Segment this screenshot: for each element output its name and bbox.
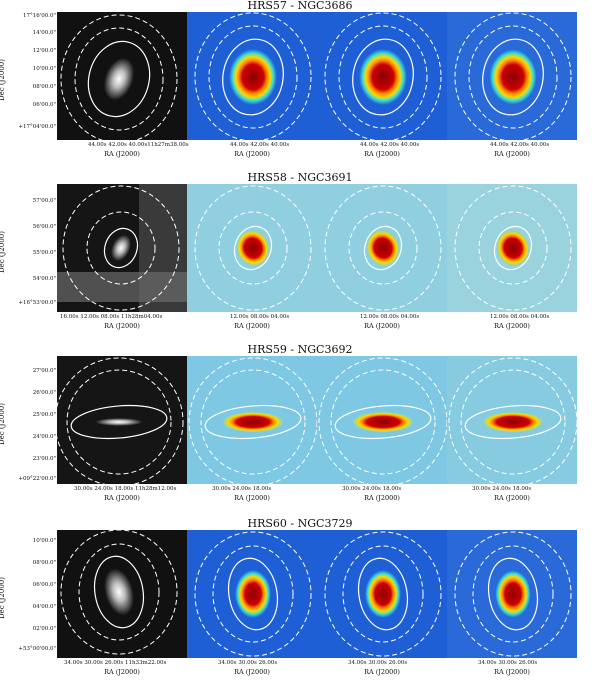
x-axis-label: RA (J2000) xyxy=(104,494,140,502)
x-axis-label: RA (J2000) xyxy=(364,494,400,502)
x-tick-labels: 30.00s 24.00s 18.00s 11h28m12.00s xyxy=(74,486,177,492)
y-tick: 10'00.0" xyxy=(32,66,56,72)
x-axis-label: RA (J2000) xyxy=(234,494,270,502)
row-title: HRS59 - NGC3692 xyxy=(247,343,353,356)
sed-image-panel-1 xyxy=(187,184,317,312)
y-tick: 06'00.0" xyxy=(32,582,56,588)
sed-image-panel-2 xyxy=(317,12,447,140)
y-tick: +16°53'00.0" xyxy=(18,300,56,306)
y-axis-label: Dec (J2000) xyxy=(0,403,6,445)
x-tick-labels: 44.00s 42.00s 40.00s xyxy=(230,142,290,148)
y-tick-labels: 57'00.0" 56'00.0" 55'00.0" 54'00.0" +16°… xyxy=(14,184,56,312)
y-tick-labels: 27'00.0" 26'00.0" 25'00.0" 24'00.0" 23'0… xyxy=(14,356,56,484)
y-tick: 54'00.0" xyxy=(32,276,56,282)
x-tick-labels: 44.00s 42.00s 40.00s xyxy=(490,142,550,148)
x-axis-label: RA (J2000) xyxy=(104,668,140,676)
y-tick: +17°04'00.0" xyxy=(18,124,56,130)
y-tick-labels: 17°16'00.0" 14'00.0" 12'00.0" 10'00.0" 0… xyxy=(14,12,56,140)
y-axis-label: Dec (J2000) xyxy=(0,577,6,619)
y-tick: 56'00.0" xyxy=(32,224,56,230)
x-tick-labels: 34.00s 30.00s 26.00s 11h33m22.00s xyxy=(64,660,167,666)
x-tick-labels: 34.00s 30.00s 26.00s xyxy=(218,660,278,666)
y-tick: 26'00.0" xyxy=(32,390,56,396)
sed-image-panel-1 xyxy=(187,12,317,140)
x-axis-label: RA (J2000) xyxy=(104,322,140,330)
y-axis-label: Dec (J2000) xyxy=(0,59,6,101)
y-tick: +53°00'00.0" xyxy=(18,646,56,652)
y-tick: 55'00.0" xyxy=(32,250,56,256)
x-tick-labels: 16.00s 12.00s 08.00s 11h28m04.00s xyxy=(60,314,163,320)
sed-image-panel-2 xyxy=(317,184,447,312)
x-axis-label: RA (J2000) xyxy=(234,150,270,158)
x-axis-label: RA (J2000) xyxy=(364,668,400,676)
y-tick: 04'00.0" xyxy=(32,604,56,610)
row-title: HRS60 - NGC3729 xyxy=(247,517,353,530)
y-tick: 57'00.0" xyxy=(32,198,56,204)
sed-image-panel-3 xyxy=(447,12,577,140)
sed-image-panel-3 xyxy=(447,184,577,312)
y-tick: 08'00.0" xyxy=(32,560,56,566)
y-tick: 25'00.0" xyxy=(32,412,56,418)
optical-image-panel xyxy=(57,12,187,140)
row-title: HRS58 - NGC3691 xyxy=(247,171,353,184)
x-axis-label: RA (J2000) xyxy=(364,322,400,330)
optical-image-panel xyxy=(57,184,187,312)
sed-image-panel-3 xyxy=(447,530,577,658)
y-tick-labels: 10'00.0" 08'00.0" 06'00.0" 04'00.0" 02'0… xyxy=(14,530,56,658)
sed-image-panel-3 xyxy=(447,356,577,484)
y-tick: 02'00.0" xyxy=(32,626,56,632)
y-tick: +09°22'00.0" xyxy=(18,476,56,482)
optical-image-panel xyxy=(57,530,187,658)
sed-image-panel-2 xyxy=(317,530,447,658)
y-tick: 06'00.0" xyxy=(32,102,56,108)
row-title: HRS57 - NGC3686 xyxy=(247,0,353,12)
x-tick-labels: 44.00s 42.00s 40.00s xyxy=(360,142,420,148)
y-tick: 12'00.0" xyxy=(32,48,56,54)
y-tick: 17°16'00.0" xyxy=(22,13,56,19)
y-tick: 10'00.0" xyxy=(32,538,56,544)
y-tick: 14'00.0" xyxy=(32,30,56,36)
x-axis-label: RA (J2000) xyxy=(234,668,270,676)
x-axis-label: RA (J2000) xyxy=(494,668,530,676)
y-tick: 23'00.0" xyxy=(32,456,56,462)
x-tick-labels: 30.00s 24.00s 18.00s xyxy=(342,486,402,492)
x-axis-label: RA (J2000) xyxy=(364,150,400,158)
x-axis-label: RA (J2000) xyxy=(104,150,140,158)
sed-image-panel-1 xyxy=(187,356,317,484)
x-tick-labels: 34.00s 30.00s 26.00s xyxy=(478,660,538,666)
y-tick: 24'00.0" xyxy=(32,434,56,440)
x-axis-label: RA (J2000) xyxy=(494,494,530,502)
x-tick-labels: 30.00s 24.00s 18.00s xyxy=(212,486,272,492)
x-tick-labels: 12.00s 08.00s 04.00s xyxy=(490,314,550,320)
optical-image-panel xyxy=(57,356,187,484)
sed-image-panel-2 xyxy=(317,356,447,484)
y-tick: 08'00.0" xyxy=(32,84,56,90)
y-tick: 27'00.0" xyxy=(32,368,56,374)
sed-image-panel-1 xyxy=(187,530,317,658)
x-axis-label: RA (J2000) xyxy=(234,322,270,330)
x-tick-labels: 34.00s 30.00s 26.00s xyxy=(348,660,408,666)
x-tick-labels: 12.00s 08.00s 04.00s xyxy=(230,314,290,320)
x-tick-labels: 44.00s 42.00s 40.00s11h27m38.00s xyxy=(88,142,189,148)
x-tick-labels: 30.00s 24.00s 18.00s xyxy=(472,486,532,492)
x-tick-labels: 12.00s 08.00s 04.00s xyxy=(360,314,420,320)
x-axis-label: RA (J2000) xyxy=(494,322,530,330)
y-axis-label: Dec (J2000) xyxy=(0,231,6,273)
x-axis-label: RA (J2000) xyxy=(494,150,530,158)
